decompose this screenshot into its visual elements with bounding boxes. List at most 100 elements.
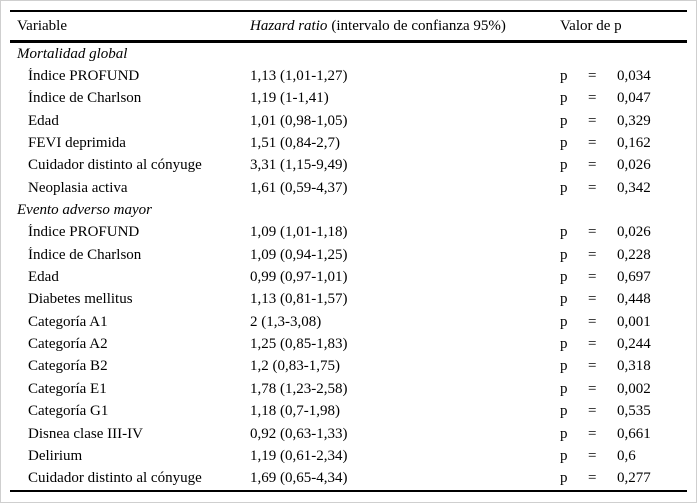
table-row: Categoría B2 1,2 (0,83-1,75) p = 0,318 [10, 356, 687, 378]
variable-cell: Cuidador distinto al cónyuge [28, 157, 202, 174]
hazard-ratio-cell: 2 (1,3-3,08) [250, 313, 322, 330]
p-value-cell: 0,697 [617, 269, 651, 286]
equals-sign: = [588, 313, 597, 330]
variable-cell: Disnea clase III-IV [28, 425, 143, 442]
table-row: Índice de Charlson 1,19 (1-1,41) p = 0,0… [10, 88, 687, 110]
p-value-cell: 0,329 [617, 112, 651, 129]
variable-cell: Categoría E1 [28, 380, 107, 397]
table-row: Diabetes mellitus 1,13 (0,81-1,57) p = 0… [10, 289, 687, 311]
p-label: p [560, 380, 568, 397]
table-row: Categoría G1 1,18 (0,7-1,98) p = 0,535 [10, 401, 687, 423]
table-row: Disnea clase III-IV 0,92 (0,63-1,33) p =… [10, 423, 687, 445]
variable-cell: Índice PROFUND [28, 224, 140, 241]
hazard-ratio-cell: 1,2 (0,83-1,75) [250, 358, 340, 375]
p-value-cell: 0,277 [617, 470, 651, 487]
equals-sign: = [588, 68, 597, 85]
equals-sign: = [588, 135, 597, 152]
variable-cell: Índice PROFUND [28, 68, 140, 85]
hazard-ratio-cell: 1,09 (0,94-1,25) [250, 246, 348, 263]
hazard-ratio-cell: 0,99 (0,97-1,01) [250, 269, 348, 286]
variable-cell: Categoría A2 [28, 336, 108, 353]
table-row: Delirium 1,19 (0,61-2,34) p = 0,6 [10, 445, 687, 467]
confidence-interval-label: (intervalo de confianza 95%) [331, 17, 506, 34]
p-value-cell: 0,342 [617, 179, 651, 196]
variable-cell: Categoría A1 [28, 313, 108, 330]
p-label: p [560, 135, 568, 152]
hazard-ratio-cell: 1,61 (0,59-4,37) [250, 179, 348, 196]
section-header-row: Evento adverso mayor [10, 199, 687, 221]
col-header-p-value: Valor de p [560, 17, 622, 34]
hazard-ratio-cell: 1,19 (0,61-2,34) [250, 447, 348, 464]
hazard-ratio-cell: 1,19 (1-1,41) [250, 90, 329, 107]
p-label: p [560, 179, 568, 196]
equals-sign: = [588, 224, 597, 241]
table-row: Cuidador distinto al cónyuge 3,31 (1,15-… [10, 155, 687, 177]
p-label: p [560, 269, 568, 286]
variable-cell: Índice de Charlson [28, 90, 142, 107]
table-row: Índice PROFUND 1,09 (1,01-1,18) p = 0,02… [10, 222, 687, 244]
variable-cell: Índice de Charlson [28, 246, 142, 263]
p-label: p [560, 224, 568, 241]
p-value-cell: 0,535 [617, 403, 651, 420]
p-value-cell: 0,244 [617, 336, 651, 353]
p-label: p [560, 90, 568, 107]
p-label: p [560, 336, 568, 353]
col-header-hazard-ratio: Hazard ratio (intervalo de confianza 95%) [250, 18, 560, 35]
equals-sign: = [588, 447, 597, 464]
hazard-ratio-cell: 1,01 (0,98-1,05) [250, 112, 348, 129]
col-header-variable: Variable [17, 17, 67, 34]
equals-sign: = [588, 90, 597, 107]
p-value-cell: 0,318 [617, 358, 651, 375]
p-label: p [560, 157, 568, 174]
hazard-ratio-cell: 1,09 (1,01-1,18) [250, 224, 348, 241]
variable-cell: Edad [28, 112, 59, 129]
table-row: Categoría A1 2 (1,3-3,08) p = 0,001 [10, 311, 687, 333]
p-value-cell: 0,661 [617, 425, 651, 442]
variable-cell: Edad [28, 269, 59, 286]
hazard-ratio-cell: 1,13 (1,01-1,27) [250, 68, 348, 85]
table-row: Edad 1,01 (0,98-1,05) p = 0,329 [10, 110, 687, 132]
p-value-cell: 0,026 [617, 224, 651, 241]
hazard-ratio-cell: 1,78 (1,23-2,58) [250, 380, 348, 397]
variable-cell: Diabetes mellitus [28, 291, 133, 308]
hazard-ratio-cell: 1,18 (0,7-1,98) [250, 403, 340, 420]
p-value-cell: 0,448 [617, 291, 651, 308]
table-row: Cuidador distinto al cónyuge 1,69 (0,65-… [10, 468, 687, 490]
equals-sign: = [588, 246, 597, 263]
equals-sign: = [588, 403, 597, 420]
equals-sign: = [588, 470, 597, 487]
variable-cell: Cuidador distinto al cónyuge [28, 470, 202, 487]
equals-sign: = [588, 425, 597, 442]
variable-cell: Neoplasia activa [28, 179, 128, 196]
hazard-ratio-cell: 3,31 (1,15-9,49) [250, 157, 348, 174]
p-value-cell: 0,034 [617, 68, 651, 85]
table-row: Categoría A2 1,25 (0,85-1,83) p = 0,244 [10, 333, 687, 355]
table-header-row: Variable Hazard ratio (intervalo de confi… [10, 12, 687, 43]
hazard-ratio-table: Variable Hazard ratio (intervalo de confi… [10, 10, 687, 492]
p-value-cell: 0,162 [617, 135, 651, 152]
p-value-cell: 0,026 [617, 157, 651, 174]
equals-sign: = [588, 380, 597, 397]
table-row: Categoría E1 1,78 (1,23-2,58) p = 0,002 [10, 378, 687, 400]
p-label: p [560, 313, 568, 330]
p-value-cell: 0,001 [617, 313, 651, 330]
p-label: p [560, 425, 568, 442]
equals-sign: = [588, 179, 597, 196]
table-row: Neoplasia activa 1,61 (0,59-4,37) p = 0,… [10, 177, 687, 199]
hazard-ratio-cell: 1,25 (0,85-1,83) [250, 336, 348, 353]
equals-sign: = [588, 157, 597, 174]
equals-sign: = [588, 269, 597, 286]
section-header-row: Mortalidad global [10, 43, 687, 65]
section-title: Evento adverso mayor [17, 202, 152, 219]
hazard-ratio-cell: 1,13 (0,81-1,57) [250, 291, 348, 308]
p-label: p [560, 112, 568, 129]
hazard-ratio-cell: 1,51 (0,84-2,7) [250, 135, 340, 152]
variable-cell: Categoría B2 [28, 358, 108, 375]
p-value-cell: 0,228 [617, 246, 651, 263]
equals-sign: = [588, 291, 597, 308]
table-row: FEVI deprimida 1,51 (0,84-2,7) p = 0,162 [10, 132, 687, 154]
table-row: Índice de Charlson 1,09 (0,94-1,25) p = … [10, 244, 687, 266]
p-label: p [560, 291, 568, 308]
p-label: p [560, 447, 568, 464]
